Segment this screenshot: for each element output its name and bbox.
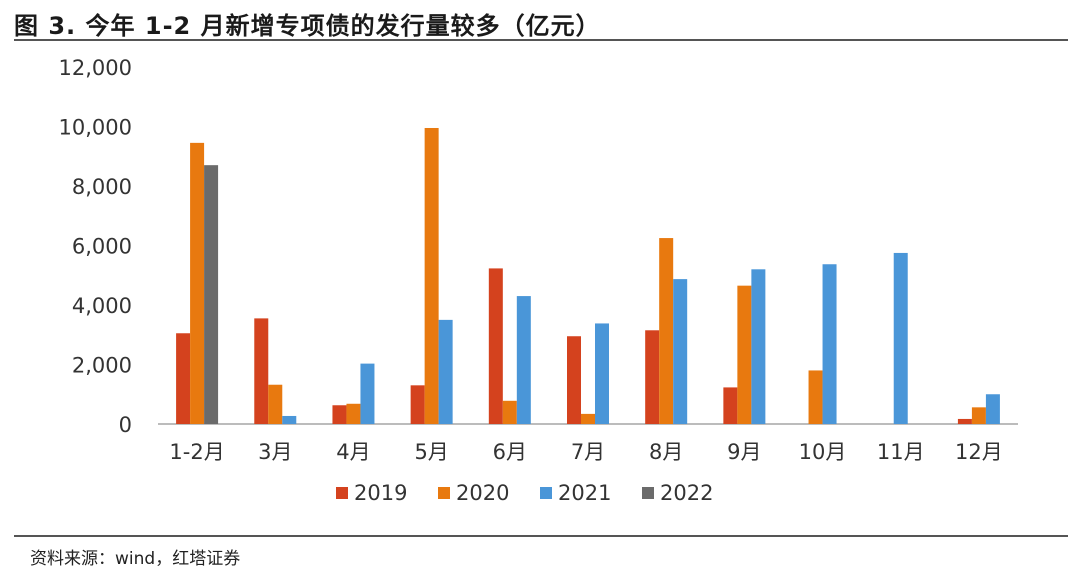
bar-2021-5 <box>516 296 531 424</box>
bar-2019-5 <box>488 268 503 424</box>
y-tick-label: 8,000 <box>72 175 132 199</box>
chart-title: 图 3. 今年 1-2 月新增专项债的发行量较多（亿元） <box>14 12 601 40</box>
bar-2020-7 <box>659 238 674 424</box>
bar-2021-7 <box>673 279 688 424</box>
bar-2021-3 <box>360 363 375 424</box>
bar-2020-11 <box>971 407 986 424</box>
bar-2020-3 <box>346 403 361 424</box>
bar-2020-9 <box>808 370 823 424</box>
bar-2019-4 <box>410 385 425 424</box>
bar-2021-10 <box>893 252 908 424</box>
bar-2020-1 <box>190 142 205 425</box>
x-tick-label: 1-2月 <box>169 440 224 464</box>
bar-2019-11 <box>957 418 972 424</box>
bar-2019-3 <box>332 405 347 424</box>
bar-2020-5 <box>502 400 517 424</box>
x-tick-label: 11月 <box>877 440 925 464</box>
x-tick-label: 3月 <box>258 440 292 464</box>
x-tick-label: 5月 <box>414 440 448 464</box>
x-tick-label: 10月 <box>799 440 847 464</box>
bar-2020-2 <box>268 384 283 424</box>
top-divider <box>14 39 1068 41</box>
bar-2021-4 <box>438 319 453 424</box>
bottom-divider <box>14 535 1068 537</box>
bar-2020-4 <box>424 127 439 425</box>
y-tick-label: 4,000 <box>72 294 132 318</box>
bar-2019-8 <box>723 387 738 424</box>
y-tick-label: 2,000 <box>72 354 132 378</box>
legend-label-2022: 2022 <box>660 481 713 505</box>
bar-2021-2 <box>282 415 297 424</box>
x-tick-label: 4月 <box>336 440 370 464</box>
y-tick-label: 10,000 <box>59 116 132 140</box>
x-tick-label: 7月 <box>571 440 605 464</box>
legend-swatch-2021 <box>540 487 552 499</box>
bar-2021-9 <box>822 264 837 424</box>
bar-2019-6 <box>567 336 581 424</box>
bar-2022-1 <box>204 165 219 425</box>
y-tick-label: 12,000 <box>59 56 132 80</box>
bar-2021-6 <box>595 323 609 424</box>
legend-swatch-2020 <box>438 487 450 499</box>
x-tick-label: 8月 <box>649 440 683 464</box>
x-tick-label: 6月 <box>493 440 527 464</box>
bar-2019-7 <box>645 330 660 424</box>
bar-2021-11 <box>985 394 1000 424</box>
bar-2021-8 <box>751 269 766 424</box>
legend-label-2019: 2019 <box>354 481 407 505</box>
x-tick-label: 9月 <box>727 440 761 464</box>
bar-chart: 0 2,000 4,000 6,000 8,000 10,000 12,000 1-2月 3月 4… <box>59 56 1018 505</box>
bar-2020-8 <box>737 285 752 424</box>
legend-label-2020: 2020 <box>456 481 509 505</box>
bar-2019-2 <box>254 318 269 424</box>
legend-label-2021: 2021 <box>558 481 611 505</box>
y-tick-label: 6,000 <box>72 235 132 259</box>
bar-2020-6 <box>581 413 595 424</box>
y-tick-label: 0 <box>119 413 132 437</box>
legend-swatch-2022 <box>642 487 654 499</box>
legend-swatch-2019 <box>336 487 348 499</box>
x-tick-label: 12月 <box>955 440 1003 464</box>
source-note: 资料来源：wind，红塔证券 <box>30 549 241 569</box>
bar-2019-1 <box>176 333 191 424</box>
